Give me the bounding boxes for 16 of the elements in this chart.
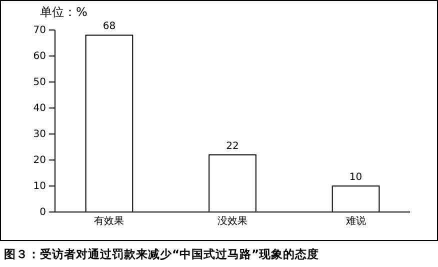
text: 图３：受访者对通过罚款来减少“中国式过马路”现象的态度 — [4, 247, 320, 261]
data-label: 10 — [349, 172, 362, 183]
y-tick-label: 10 — [33, 181, 46, 192]
y-tick-label: 20 — [33, 155, 46, 166]
y-tick-label: 40 — [33, 103, 46, 114]
y-tick-label: 50 — [33, 77, 46, 88]
y-tick-label: 0 — [40, 207, 46, 218]
x-tick-label: 有效果 — [94, 215, 124, 227]
y-tick-label: 60 — [33, 51, 46, 62]
y-tick-label: 30 — [33, 129, 46, 140]
data-label: 22 — [226, 140, 239, 152]
y-tick-label: 70 — [33, 25, 46, 36]
data-label: 68 — [102, 21, 116, 32]
x-tick-label: 没效果 — [218, 215, 248, 227]
y-axis-title: 单位：% — [40, 5, 88, 19]
x-tick-label: 难说 — [346, 215, 366, 227]
